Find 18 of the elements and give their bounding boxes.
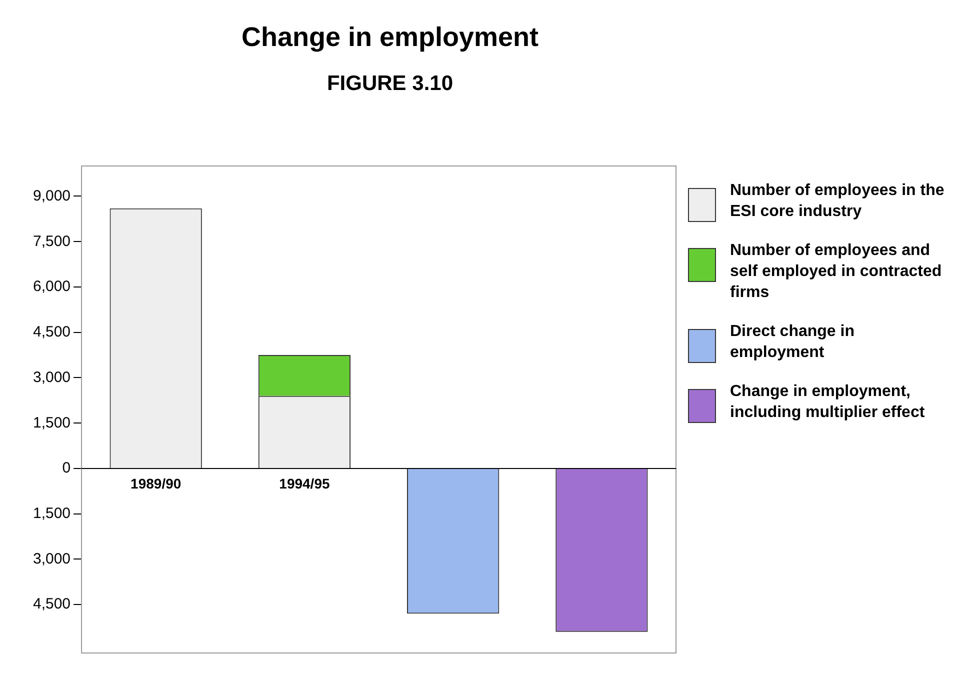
chart-title: Change in employment — [240, 22, 540, 53]
legend-label: Number of employees and self employed in contracted firms — [730, 241, 943, 303]
chart-subtitle: FIGURE 3.10 — [326, 72, 454, 96]
legend-label: Direct change in employment — [730, 322, 856, 363]
y-tick-label: 3,000 — [32, 368, 71, 386]
x-tick-label: 1994/95 — [279, 476, 330, 492]
y-tick-label: 9,000 — [32, 187, 71, 204]
legend-label: Number of employees in the ESI core industry — [730, 181, 946, 222]
y-tick-label: 1,500 — [32, 414, 71, 432]
x-tick-label: 1989/90 — [130, 476, 182, 492]
y-tick-label: 4,500 — [32, 596, 71, 613]
y-tick-label: 7,500 — [32, 232, 71, 250]
y-tick-label: 4,500 — [32, 324, 71, 341]
legend-label: Change in employment, including multiplier effect — [730, 382, 926, 423]
y-tick-label: 0 — [62, 460, 71, 477]
y-tick-label: 3,000 — [32, 550, 71, 568]
y-tick-label: 1,500 — [32, 505, 71, 522]
y-tick-label: 6,000 — [32, 278, 71, 296]
